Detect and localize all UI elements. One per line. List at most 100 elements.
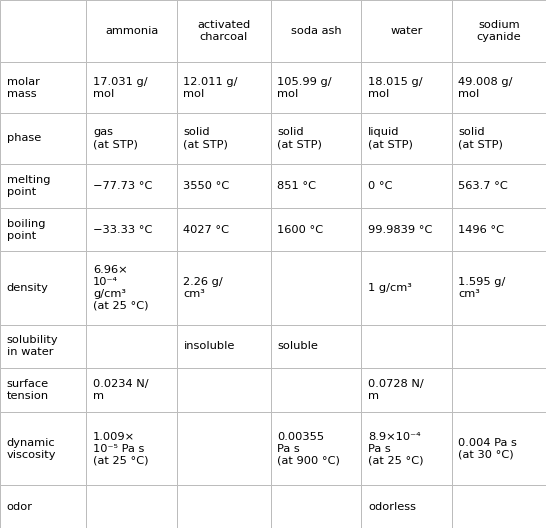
Bar <box>177 325 271 369</box>
Bar <box>452 113 546 164</box>
Text: solubility
in water: solubility in water <box>7 335 58 357</box>
Bar <box>271 251 361 325</box>
Text: 0.0728 N/
m: 0.0728 N/ m <box>368 380 424 401</box>
Bar <box>0 369 86 412</box>
Bar <box>0 0 86 62</box>
Bar <box>0 164 86 208</box>
Bar <box>361 62 452 113</box>
Text: 8.9×10⁻⁴
Pa s
(at 25 °C): 8.9×10⁻⁴ Pa s (at 25 °C) <box>368 432 424 466</box>
Text: 99.9839 °C: 99.9839 °C <box>368 224 432 234</box>
Bar <box>361 485 452 528</box>
Text: ammonia: ammonia <box>105 26 158 36</box>
Text: liquid
(at STP): liquid (at STP) <box>368 127 413 149</box>
Text: −77.73 °C: −77.73 °C <box>93 181 152 191</box>
Bar <box>0 251 86 325</box>
Bar <box>361 369 452 412</box>
Bar <box>361 412 452 485</box>
Text: 49.008 g/
mol: 49.008 g/ mol <box>459 77 513 99</box>
Bar <box>452 251 546 325</box>
Bar <box>271 164 361 208</box>
Text: −33.33 °C: −33.33 °C <box>93 224 152 234</box>
Bar <box>271 485 361 528</box>
Text: insoluble: insoluble <box>183 342 235 352</box>
Bar <box>86 113 177 164</box>
Bar <box>86 208 177 251</box>
Text: 18.015 g/
mol: 18.015 g/ mol <box>368 77 423 99</box>
Bar <box>177 485 271 528</box>
Text: dynamic
viscosity: dynamic viscosity <box>7 438 56 460</box>
Text: 851 °C: 851 °C <box>277 181 317 191</box>
Bar <box>361 208 452 251</box>
Text: 0.0234 N/
m: 0.0234 N/ m <box>93 380 149 401</box>
Text: 0.004 Pa s
(at 30 °C): 0.004 Pa s (at 30 °C) <box>459 438 518 460</box>
Bar <box>86 164 177 208</box>
Text: melting
point: melting point <box>7 175 50 196</box>
Bar <box>452 485 546 528</box>
Bar <box>0 485 86 528</box>
Bar <box>452 369 546 412</box>
Bar <box>177 412 271 485</box>
Bar <box>361 325 452 369</box>
Bar <box>0 412 86 485</box>
Bar <box>177 208 271 251</box>
Text: 4027 °C: 4027 °C <box>183 224 229 234</box>
Bar <box>86 325 177 369</box>
Text: 12.011 g/
mol: 12.011 g/ mol <box>183 77 238 99</box>
Text: phase: phase <box>7 133 41 143</box>
Bar <box>86 485 177 528</box>
Bar <box>452 325 546 369</box>
Text: 0 °C: 0 °C <box>368 181 393 191</box>
Bar <box>177 164 271 208</box>
Bar <box>271 325 361 369</box>
Bar <box>0 62 86 113</box>
Bar <box>0 208 86 251</box>
Bar <box>177 113 271 164</box>
Bar <box>0 325 86 369</box>
Bar <box>86 251 177 325</box>
Text: 1496 °C: 1496 °C <box>459 224 505 234</box>
Bar <box>452 164 546 208</box>
Bar <box>86 369 177 412</box>
Text: 3550 °C: 3550 °C <box>183 181 230 191</box>
Bar <box>452 0 546 62</box>
Text: 105.99 g/
mol: 105.99 g/ mol <box>277 77 332 99</box>
Bar <box>361 113 452 164</box>
Bar <box>361 0 452 62</box>
Bar <box>0 113 86 164</box>
Text: water: water <box>390 26 423 36</box>
Bar <box>361 164 452 208</box>
Text: solid
(at STP): solid (at STP) <box>459 127 503 149</box>
Text: 1.009×
10⁻⁵ Pa s
(at 25 °C): 1.009× 10⁻⁵ Pa s (at 25 °C) <box>93 432 149 466</box>
Text: sodium
cyanide: sodium cyanide <box>477 20 521 42</box>
Bar <box>177 62 271 113</box>
Text: odorless: odorless <box>368 502 416 512</box>
Bar <box>177 0 271 62</box>
Bar <box>452 62 546 113</box>
Bar <box>452 208 546 251</box>
Text: solid
(at STP): solid (at STP) <box>183 127 228 149</box>
Text: molar
mass: molar mass <box>7 77 39 99</box>
Bar <box>271 369 361 412</box>
Text: density: density <box>7 283 49 293</box>
Bar <box>271 412 361 485</box>
Text: odor: odor <box>7 502 33 512</box>
Text: 0.00355
Pa s
(at 900 °C): 0.00355 Pa s (at 900 °C) <box>277 432 340 466</box>
Bar <box>452 412 546 485</box>
Text: 1.595 g/
cm³: 1.595 g/ cm³ <box>459 277 506 299</box>
Bar <box>177 251 271 325</box>
Text: 1600 °C: 1600 °C <box>277 224 324 234</box>
Text: boiling
point: boiling point <box>7 219 45 241</box>
Bar <box>177 369 271 412</box>
Bar <box>86 412 177 485</box>
Bar <box>271 0 361 62</box>
Bar <box>86 62 177 113</box>
Bar <box>271 62 361 113</box>
Bar <box>271 113 361 164</box>
Text: surface
tension: surface tension <box>7 380 49 401</box>
Text: soluble: soluble <box>277 342 318 352</box>
Text: gas
(at STP): gas (at STP) <box>93 127 138 149</box>
Text: activated
charcoal: activated charcoal <box>197 20 251 42</box>
Text: soda ash: soda ash <box>291 26 341 36</box>
Text: 6.96×
10⁻⁴
g/cm³
(at 25 °C): 6.96× 10⁻⁴ g/cm³ (at 25 °C) <box>93 265 149 311</box>
Bar <box>271 208 361 251</box>
